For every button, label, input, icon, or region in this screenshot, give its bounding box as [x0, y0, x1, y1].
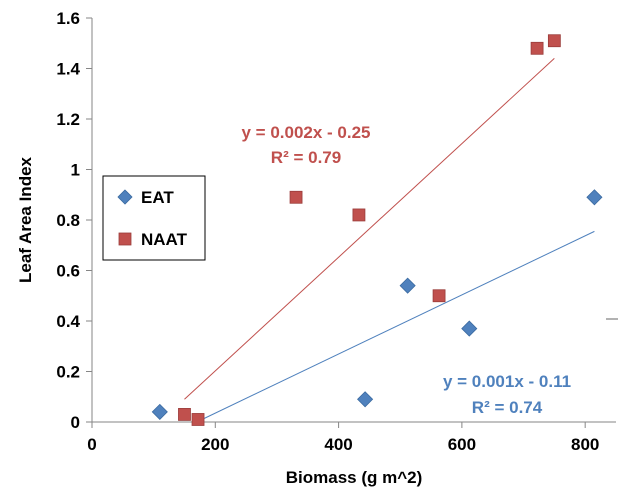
eat-r-squared: R² = 0.74: [472, 398, 543, 417]
y-axis-ticks: 0 0.2 0.4 0.6 0.8 1 1.2 1.4 1.6: [56, 9, 92, 432]
x-axis-ticks: 0 200 400 600 800: [87, 422, 599, 454]
y-tick-label: 0.8: [56, 211, 80, 230]
y-tick-label: 1: [71, 161, 80, 180]
naat-equation: y = 0.002x - 0.25: [241, 123, 370, 142]
naat-data-point: [191, 413, 205, 426]
y-tick-label: 0: [71, 413, 80, 432]
naat-data-point: [432, 289, 446, 303]
trendlines: [184, 58, 595, 423]
y-tick-label: 1.4: [56, 60, 80, 79]
x-tick-label: 0: [87, 435, 96, 454]
legend-eat-marker: [117, 189, 133, 205]
data-points: [151, 34, 603, 426]
naat-data-point: [352, 208, 366, 222]
eat-data-point: [461, 320, 478, 337]
eat-trendline: [196, 230, 595, 423]
legend-eat-label: EAT: [141, 188, 174, 207]
eat-data-point: [399, 277, 416, 294]
y-axis-title: Leaf Area Index: [16, 156, 35, 283]
x-tick-label: 800: [571, 435, 599, 454]
x-tick-label: 600: [448, 435, 476, 454]
legend-naat-marker: [118, 232, 132, 246]
naat-trendline: [184, 58, 555, 400]
x-tick-label: 400: [324, 435, 352, 454]
y-tick-label: 0.2: [56, 363, 80, 382]
x-tick-label: 200: [201, 435, 229, 454]
naat-data-point: [530, 41, 544, 55]
y-tick-label: 0.4: [56, 312, 80, 331]
naat-data-point: [547, 34, 561, 48]
naat-r-squared: R² = 0.79: [271, 148, 341, 167]
eat-equation: y = 0.001x - 0.11: [443, 372, 571, 391]
y-tick-label: 1.2: [56, 110, 80, 129]
legend-naat-label: NAAT: [141, 230, 188, 249]
eat-data-point: [151, 403, 168, 420]
naat-data-point: [178, 408, 191, 421]
y-tick-label: 1.6: [56, 9, 80, 28]
legend-box: [102, 175, 206, 261]
x-axis-title: Biomass (g m^2): [286, 468, 423, 487]
eat-data-point: [357, 391, 374, 408]
legend: EAT NAAT: [102, 175, 206, 261]
y-tick-label: 0.6: [56, 262, 80, 281]
naat-data-point: [289, 190, 303, 204]
eat-data-point: [586, 189, 603, 206]
